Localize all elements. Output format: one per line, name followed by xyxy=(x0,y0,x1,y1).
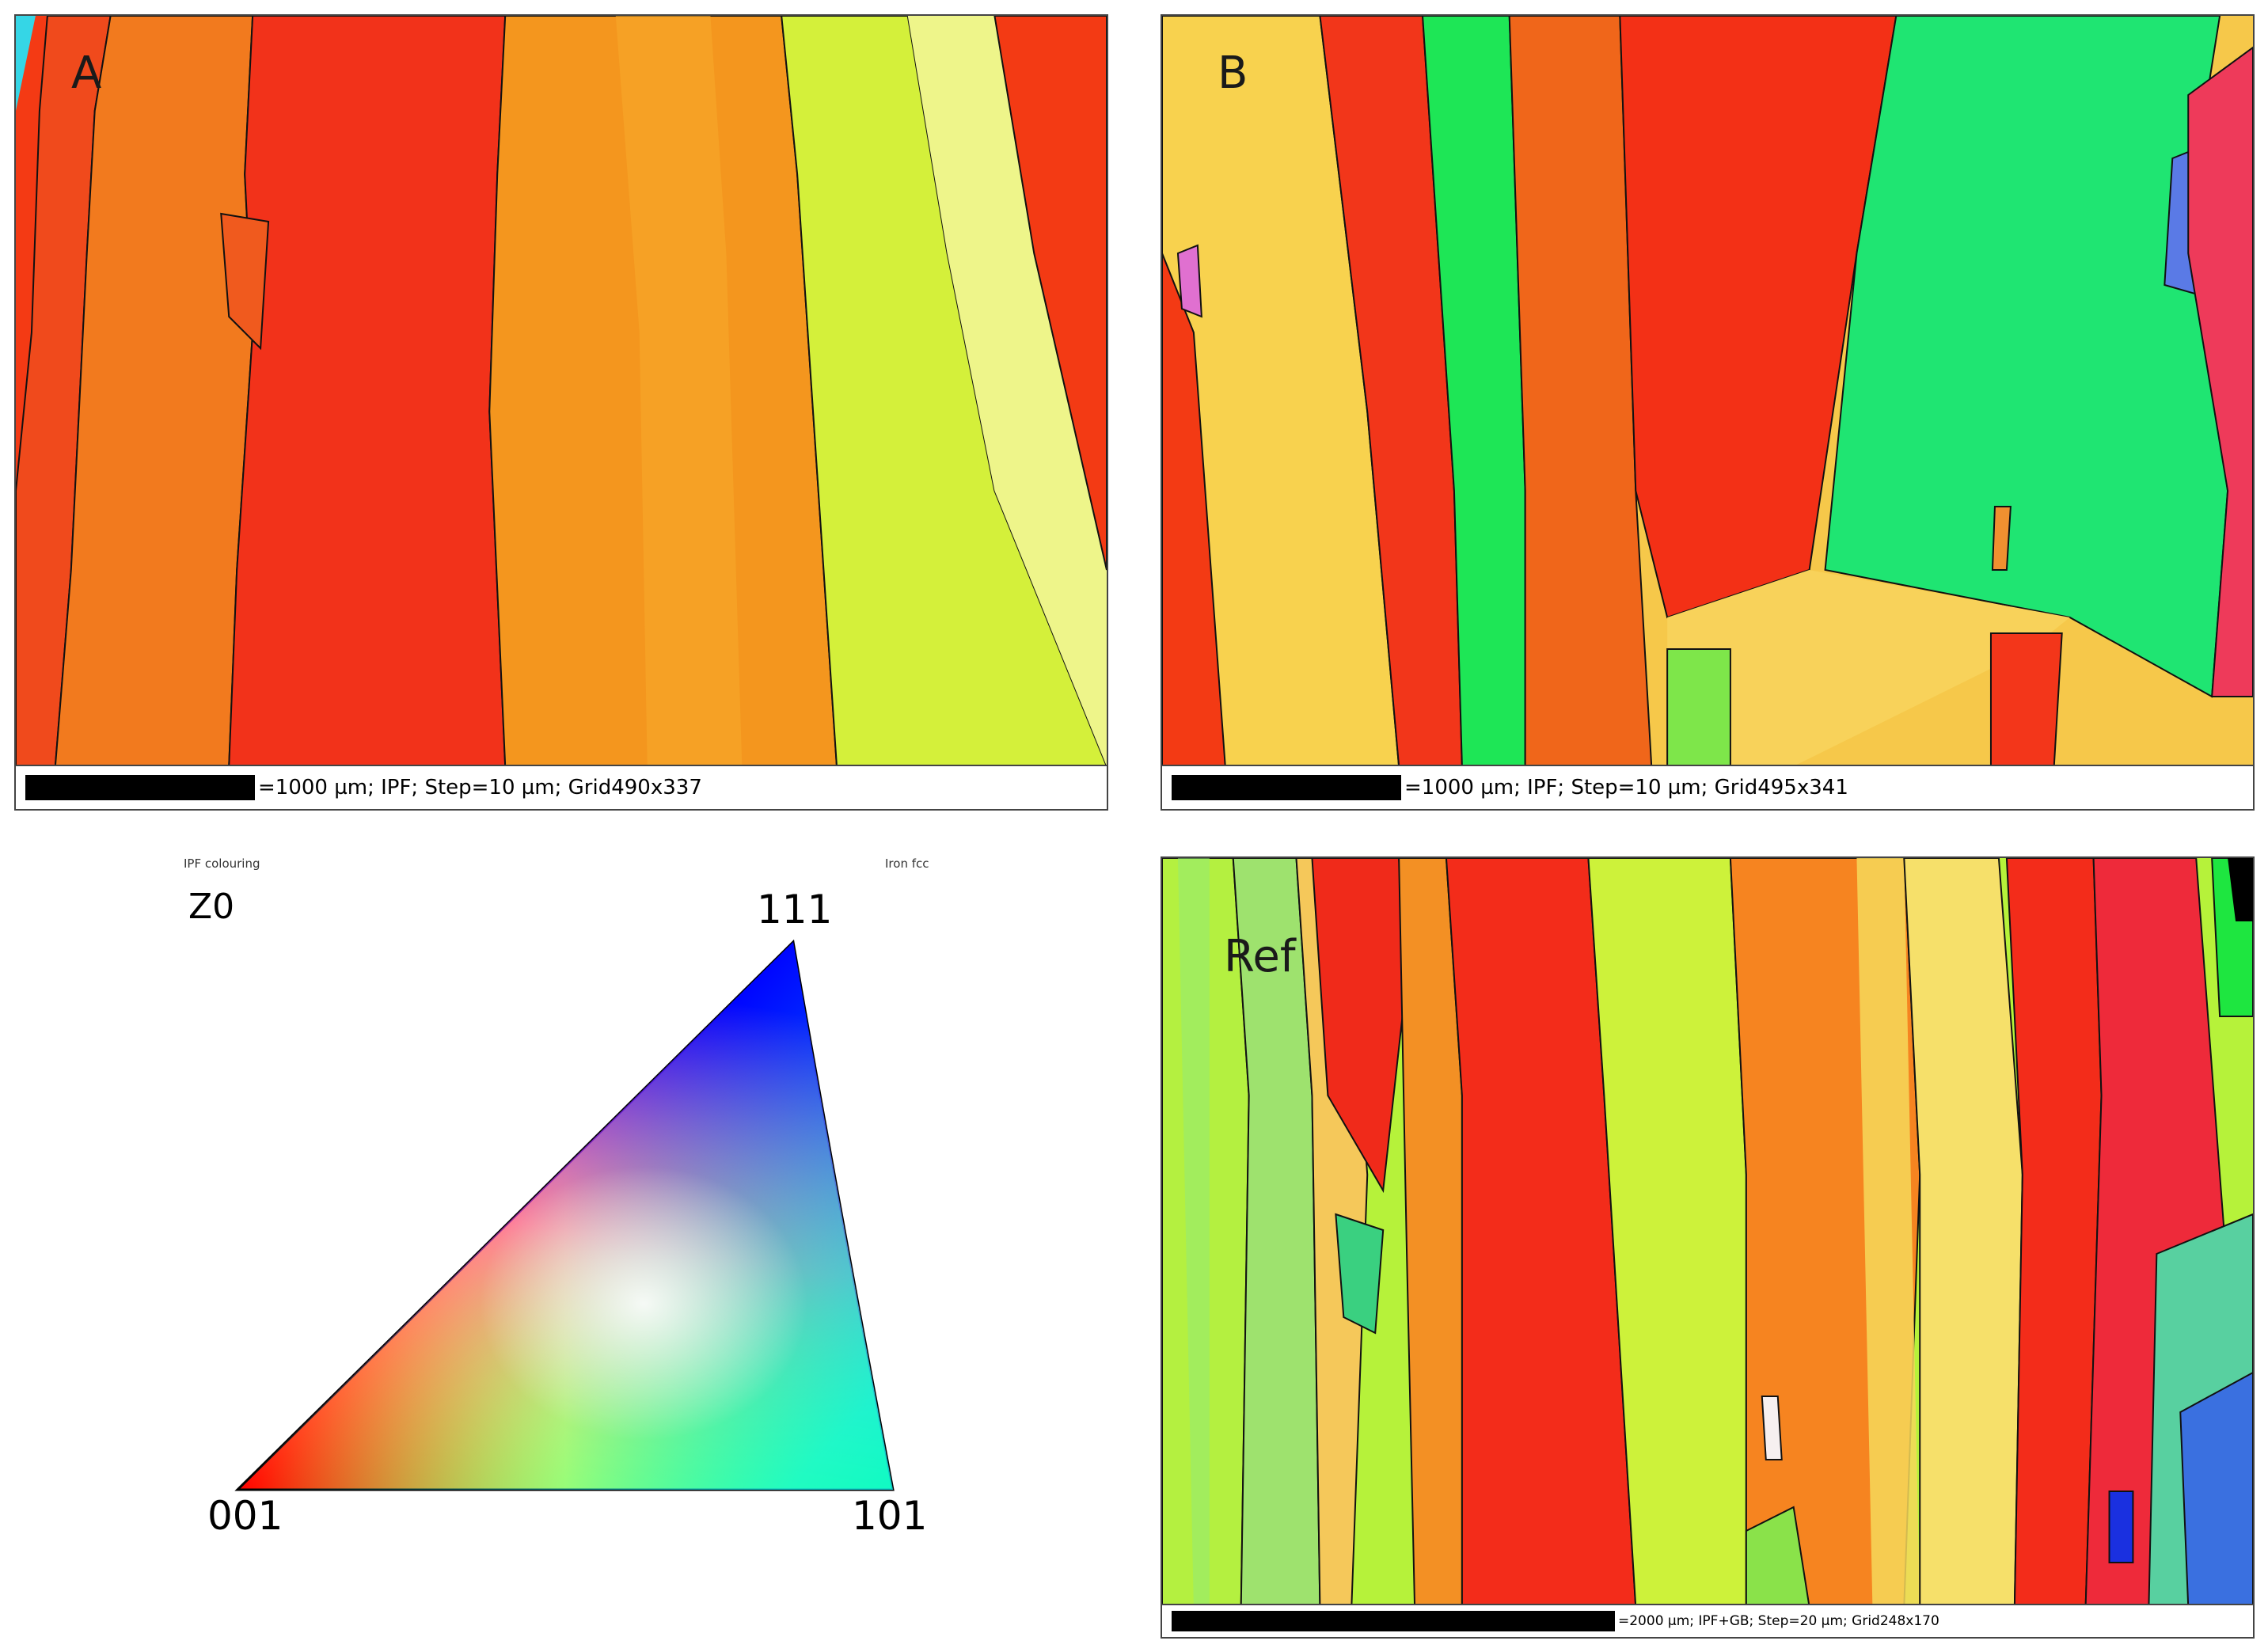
scalebar-bar xyxy=(25,775,255,800)
ebsd-orientation-map-a xyxy=(16,16,1107,766)
scalebar-a: =1000 µm; IPF; Step=10 µm; Grid490x337 xyxy=(16,765,1107,809)
ebsd-orientation-map-ref xyxy=(1162,858,2253,1607)
scalebar-text: =2000 µm; IPF+GB; Step=20 µm; Grid248x17… xyxy=(1618,1613,1939,1629)
scalebar-b: =1000 µm; IPF; Step=10 µm; Grid495x341 xyxy=(1162,765,2253,809)
legend-corner-001: 001 xyxy=(207,1493,283,1539)
ipf-legend: IPF colouring Iron fcc Z0 xyxy=(158,839,950,1551)
ebsd-orientation-map-b xyxy=(1162,16,2253,766)
ipf-triangle xyxy=(234,939,895,1491)
scalebar-bar xyxy=(1172,1611,1615,1631)
panel-label-b: B xyxy=(1218,47,1248,99)
legend-title: IPF colouring xyxy=(184,856,260,871)
ebsd-map-panel-ref: Ref =2000 µm; IPF+GB; Step=20 µm; Grid24… xyxy=(1161,856,2255,1639)
scalebar-ref: =2000 µm; IPF+GB; Step=20 µm; Grid248x17… xyxy=(1162,1604,2253,1637)
legend-phase: Iron fcc xyxy=(885,856,929,871)
panel-label-a: A xyxy=(71,47,102,99)
legend-corner-111: 111 xyxy=(757,887,833,932)
legend-direction: Z0 xyxy=(188,887,235,927)
ebsd-map-panel-a: A =1000 µm; IPF; Step=10 µm; Grid490x337 xyxy=(14,14,1108,811)
scalebar-bar xyxy=(1172,775,1401,800)
panel-label-ref: Ref xyxy=(1224,931,1296,982)
legend-corner-101: 101 xyxy=(852,1493,928,1539)
scalebar-text: =1000 µm; IPF; Step=10 µm; Grid490x337 xyxy=(258,776,702,799)
scalebar-text: =1000 µm; IPF; Step=10 µm; Grid495x341 xyxy=(1404,776,1848,799)
ebsd-map-panel-b: B =1000 µm; IPF; Step=10 µm; Grid495x341 xyxy=(1161,14,2255,811)
